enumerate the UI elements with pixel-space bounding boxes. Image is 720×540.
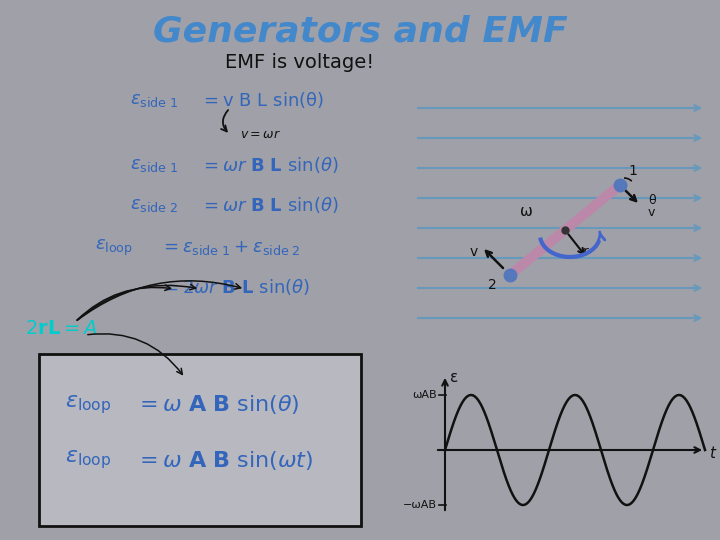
Text: $= \omega r\ \mathbf{B\ L}\ \sin(\theta)$: $= \omega r\ \mathbf{B\ L}\ \sin(\theta)… [200, 155, 338, 175]
Text: $\varepsilon_{\mathregular{side\ 1}}$: $\varepsilon_{\mathregular{side\ 1}}$ [130, 156, 179, 174]
Text: −ωAB: −ωAB [403, 500, 437, 510]
Text: $= 2\omega r\ \mathbf{B\ L}\ \sin(\theta)$: $= 2\omega r\ \mathbf{B\ L}\ \sin(\theta… [160, 277, 310, 297]
Text: $= \varepsilon_{\mathregular{side\ 1}} + \varepsilon_{\mathregular{side\ 2}}$: $= \varepsilon_{\mathregular{side\ 1}} +… [160, 239, 301, 257]
Text: $= \mathregular{v\ B\ L\ sin(\theta)}$: $= \mathregular{v\ B\ L\ sin(\theta)}$ [200, 90, 324, 110]
Text: EMF is voltage!: EMF is voltage! [225, 52, 374, 71]
Text: $v = \omega r$: $v = \omega r$ [240, 129, 281, 141]
Text: $\varepsilon_{\mathregular{side\ 1}}$: $\varepsilon_{\mathregular{side\ 1}}$ [130, 91, 179, 109]
Text: $= \omega\ \mathbf{A\ B}\ \sin(\omega t)$: $= \omega\ \mathbf{A\ B}\ \sin(\omega t)… [135, 449, 313, 471]
Text: θ: θ [648, 193, 656, 206]
Text: t: t [709, 446, 715, 461]
Text: ωAB: ωAB [413, 390, 437, 400]
Text: $\varepsilon_{\mathregular{loop}}$: $\varepsilon_{\mathregular{loop}}$ [95, 238, 133, 258]
Text: Generators and EMF: Generators and EMF [153, 15, 567, 49]
Text: v: v [648, 206, 655, 219]
Text: $\varepsilon_{\mathregular{loop}}$: $\varepsilon_{\mathregular{loop}}$ [65, 394, 112, 416]
Text: $\varepsilon_{\mathregular{side\ 2}}$: $\varepsilon_{\mathregular{side\ 2}}$ [130, 196, 179, 214]
Text: ω: ω [520, 205, 533, 219]
Text: 1: 1 [628, 164, 637, 178]
Text: $= \omega\ \mathbf{A\ B}\ \sin(\theta)$: $= \omega\ \mathbf{A\ B}\ \sin(\theta)$ [135, 394, 300, 416]
Text: $= \omega r\ \mathbf{B\ L}\ \sin(\theta)$: $= \omega r\ \mathbf{B\ L}\ \sin(\theta)… [200, 195, 338, 215]
Text: ε: ε [450, 369, 458, 384]
Text: v: v [470, 245, 478, 259]
Text: $2\mathbf{r}\mathbf{L} = A$: $2\mathbf{r}\mathbf{L} = A$ [25, 319, 97, 338]
Text: 2: 2 [488, 278, 497, 292]
Text: $\varepsilon_{\mathregular{loop}}$: $\varepsilon_{\mathregular{loop}}$ [65, 449, 112, 471]
FancyBboxPatch shape [39, 354, 361, 526]
Text: r: r [583, 245, 589, 259]
